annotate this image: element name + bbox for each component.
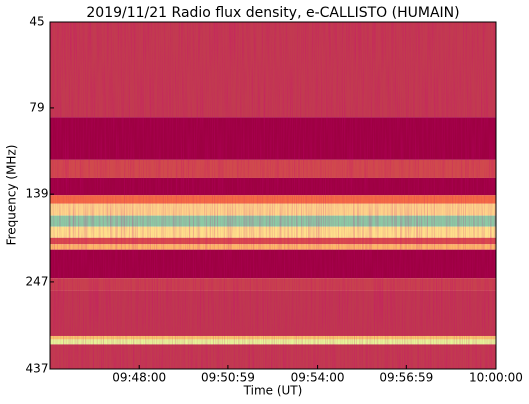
x-axis-label: Time (UT) (243, 384, 303, 398)
y-axis-label: Frequency (MHz) (5, 145, 19, 246)
x-tick-label: 09:56:59 (379, 371, 433, 385)
plot-area (50, 22, 496, 369)
y-tick-label: 45 (29, 15, 44, 29)
x-tick-label: 09:54:00 (291, 371, 345, 385)
x-tick-label: 09:50:59 (201, 371, 255, 385)
chart-title: 2019/11/21 Radio flux density, e-CALLIST… (86, 5, 459, 21)
plot-frame (49, 21, 497, 370)
x-tick-label: 09:48:00 (112, 371, 166, 385)
texture (50, 22, 496, 369)
y-tick-label: 79 (29, 100, 44, 114)
y-tick-label: 139 (26, 187, 49, 201)
y-tick-label: 437 (26, 362, 49, 376)
x-tick-label: 10:00:00 (469, 371, 523, 385)
y-tick-label: 247 (26, 274, 49, 288)
